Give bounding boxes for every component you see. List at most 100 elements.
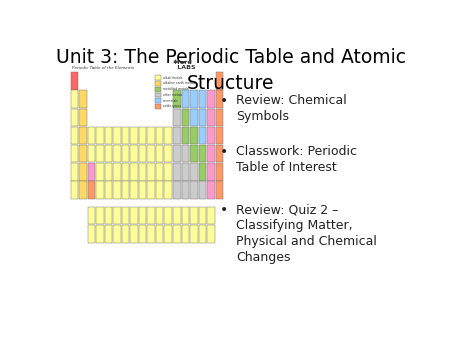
Bar bbox=[130, 145, 138, 163]
Text: Unit 3: The Periodic Table and Atomic: Unit 3: The Periodic Table and Atomic bbox=[56, 48, 405, 67]
Bar bbox=[105, 127, 112, 144]
Bar bbox=[173, 90, 180, 108]
Bar bbox=[165, 163, 172, 180]
Bar bbox=[216, 108, 223, 126]
Bar bbox=[148, 225, 155, 242]
Bar bbox=[216, 127, 223, 144]
Bar bbox=[148, 127, 155, 144]
Bar bbox=[190, 127, 198, 144]
Bar bbox=[88, 225, 95, 242]
Bar bbox=[96, 225, 104, 242]
Bar bbox=[181, 145, 189, 163]
Text: Classwork: Periodic
Table of Interest: Classwork: Periodic Table of Interest bbox=[236, 145, 357, 174]
Bar bbox=[139, 182, 146, 199]
Bar bbox=[88, 182, 95, 199]
Bar bbox=[105, 163, 112, 180]
Bar bbox=[79, 127, 87, 144]
Bar bbox=[130, 163, 138, 180]
Bar bbox=[216, 145, 223, 163]
Bar bbox=[198, 182, 206, 199]
Bar bbox=[198, 225, 206, 242]
Bar bbox=[79, 163, 87, 180]
Text: Review: Quiz 2 –
Classifying Matter,
Physical and Chemical
Changes: Review: Quiz 2 – Classifying Matter, Phy… bbox=[236, 203, 377, 264]
Text: alkali metals: alkali metals bbox=[162, 76, 182, 80]
Bar bbox=[79, 108, 87, 126]
Bar bbox=[71, 72, 78, 90]
Bar bbox=[207, 145, 215, 163]
Bar bbox=[181, 182, 189, 199]
Bar bbox=[181, 108, 189, 126]
Bar bbox=[155, 75, 161, 80]
Bar bbox=[148, 163, 155, 180]
Bar bbox=[156, 207, 163, 224]
Bar bbox=[181, 127, 189, 144]
Bar bbox=[216, 163, 223, 180]
Bar bbox=[88, 163, 95, 180]
Bar bbox=[190, 207, 198, 224]
Bar bbox=[122, 225, 129, 242]
Bar bbox=[88, 207, 95, 224]
Bar bbox=[165, 145, 172, 163]
Bar bbox=[105, 207, 112, 224]
Text: ✱ford
  LABS: ✱ford LABS bbox=[173, 60, 196, 71]
Bar bbox=[190, 225, 198, 242]
Bar bbox=[96, 182, 104, 199]
Bar bbox=[139, 127, 146, 144]
Text: Review: Chemical
Symbols: Review: Chemical Symbols bbox=[236, 94, 346, 123]
Bar bbox=[216, 72, 223, 90]
Bar bbox=[148, 182, 155, 199]
Bar bbox=[148, 145, 155, 163]
Text: •: • bbox=[220, 203, 228, 217]
Bar bbox=[130, 182, 138, 199]
Bar bbox=[181, 207, 189, 224]
Bar bbox=[113, 207, 121, 224]
Bar bbox=[155, 93, 161, 97]
Bar bbox=[156, 182, 163, 199]
Text: •: • bbox=[220, 94, 228, 108]
Bar bbox=[113, 182, 121, 199]
Bar bbox=[207, 108, 215, 126]
Bar bbox=[207, 207, 215, 224]
Text: Periodic Table of the Elements: Periodic Table of the Elements bbox=[72, 67, 134, 71]
Bar bbox=[165, 225, 172, 242]
Bar bbox=[173, 145, 180, 163]
Bar bbox=[155, 98, 161, 103]
Bar bbox=[198, 108, 206, 126]
Bar bbox=[130, 225, 138, 242]
Bar bbox=[181, 90, 189, 108]
Bar bbox=[190, 90, 198, 108]
Bar bbox=[122, 145, 129, 163]
Bar bbox=[88, 127, 95, 144]
Bar bbox=[113, 225, 121, 242]
Bar bbox=[71, 90, 78, 108]
Bar bbox=[71, 127, 78, 144]
Bar bbox=[96, 127, 104, 144]
Bar bbox=[71, 163, 78, 180]
Bar bbox=[173, 127, 180, 144]
Bar bbox=[155, 81, 161, 86]
Bar bbox=[88, 145, 95, 163]
Bar bbox=[122, 207, 129, 224]
Bar bbox=[190, 145, 198, 163]
Text: other metals: other metals bbox=[162, 93, 182, 97]
Bar bbox=[79, 90, 87, 108]
Bar bbox=[207, 182, 215, 199]
Bar bbox=[156, 127, 163, 144]
Bar bbox=[105, 182, 112, 199]
Bar bbox=[198, 145, 206, 163]
Bar bbox=[190, 163, 198, 180]
Bar bbox=[139, 145, 146, 163]
Bar bbox=[130, 207, 138, 224]
Bar bbox=[71, 145, 78, 163]
Bar bbox=[198, 90, 206, 108]
Bar bbox=[79, 182, 87, 199]
Bar bbox=[181, 225, 189, 242]
Text: Structure: Structure bbox=[187, 74, 274, 93]
Bar bbox=[113, 163, 121, 180]
Bar bbox=[207, 225, 215, 242]
Bar bbox=[139, 163, 146, 180]
Text: nonmetals: nonmetals bbox=[162, 99, 179, 103]
Bar bbox=[113, 145, 121, 163]
Bar bbox=[122, 127, 129, 144]
Bar bbox=[79, 145, 87, 163]
